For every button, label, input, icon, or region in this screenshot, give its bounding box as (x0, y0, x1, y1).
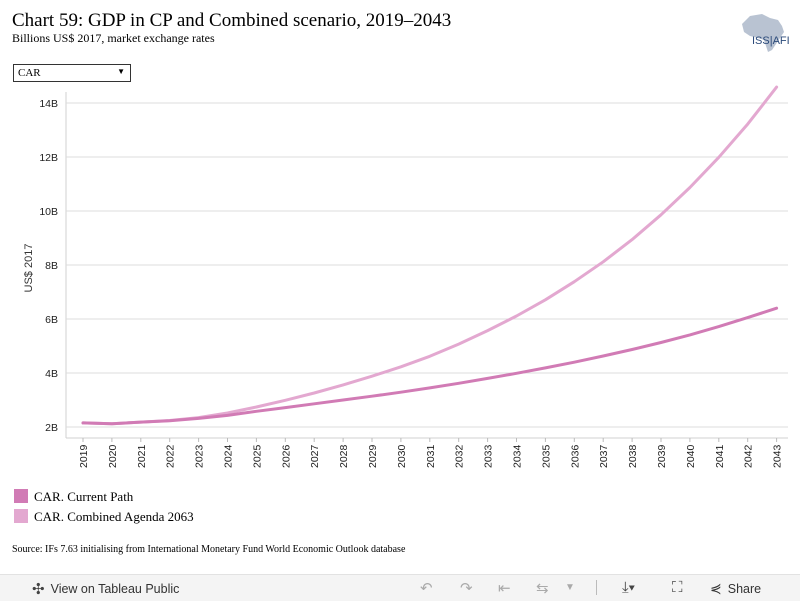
x-tick-label: 2026 (280, 444, 292, 468)
view-on-tableau-link[interactable]: ✣ View on Tableau Public (32, 580, 179, 598)
series-line-0 (81, 306, 779, 426)
y-tick-label: 12B (39, 152, 58, 164)
y-tick-label: 14B (39, 98, 58, 110)
redo-icon[interactable]: ↷ (460, 580, 473, 597)
x-tick-label: 2029 (367, 444, 379, 468)
y-tick-label: 4B (45, 368, 58, 380)
view-on-tableau-label: View on Tableau Public (50, 582, 180, 596)
share-label: Share (727, 581, 762, 596)
dropdown-value: CAR (18, 67, 41, 79)
x-tick-label: 2028 (338, 444, 350, 468)
x-tick-label: 2019 (78, 444, 90, 468)
x-tick-label: 2037 (598, 444, 610, 468)
x-tick-label: 2034 (512, 444, 524, 468)
tableau-toolbar: ✣ View on Tableau Public ↶ ↷ ⇤ ⇆ ▼ ⤓▾ ⛶ … (0, 574, 800, 601)
x-tick-label: 2021 (136, 444, 148, 468)
x-tick-label: 2025 (251, 444, 263, 468)
legend-label: CAR. Current Path (34, 489, 134, 504)
x-tick-label: 2040 (685, 444, 697, 468)
y-tick-label: 6B (45, 314, 58, 326)
legend-swatch (14, 489, 28, 503)
chart-subtitle: Billions US$ 2017, market exchange rates (12, 31, 215, 45)
chevron-down-icon: ▼ (117, 67, 125, 76)
y-tick-label: 8B (45, 260, 58, 272)
share-icon: ⋞ (710, 580, 722, 596)
logo-text: ISS|AFI (752, 35, 790, 47)
x-tick-label: 2020 (107, 444, 119, 468)
revert-icon[interactable]: ⇤ (498, 580, 511, 597)
x-tick-label: 2043 (772, 444, 784, 468)
x-tick-label: 2032 (454, 444, 466, 468)
x-tick-label: 2023 (194, 444, 206, 468)
x-tick-label: 2027 (309, 444, 321, 468)
iss-africa-logo: ISS|AFI (736, 12, 800, 54)
x-tick-label: 2035 (540, 444, 552, 468)
fullscreen-icon[interactable]: ⛶ (672, 579, 683, 596)
legend-label: CAR. Combined Agenda 2063 (34, 509, 194, 524)
x-tick-label: 2022 (165, 444, 177, 468)
download-icon[interactable]: ⤓▾ (622, 579, 635, 596)
x-tick-label: 2033 (483, 444, 495, 468)
country-dropdown[interactable]: CAR ▼ (13, 64, 131, 82)
tableau-logo-icon: ✣ (32, 581, 45, 598)
x-tick-label: 2036 (569, 444, 581, 468)
chart-title: Chart 59: GDP in CP and Combined scenari… (12, 10, 452, 31)
undo-icon[interactable]: ↶ (420, 580, 433, 597)
source-note: Source: IFs 7.63 initialising from Inter… (12, 544, 406, 555)
x-tick-label: 2030 (396, 444, 408, 468)
x-tick-label: 2041 (714, 444, 726, 468)
africa-map-icon (742, 14, 784, 52)
legend-swatch (14, 509, 28, 523)
line-chart: US$ 2017 2B 4B 6B 8B 10B 12B 14B 2019 2020 2021 20… (23, 85, 788, 468)
x-tick-label: 2039 (656, 444, 668, 468)
x-tick-label: 2024 (223, 444, 235, 468)
y-tick-label: 2B (45, 422, 58, 434)
refresh-icon[interactable]: ⇆ (536, 580, 549, 597)
x-tick-label: 2042 (743, 444, 755, 468)
x-tick-label: 2038 (627, 444, 639, 468)
toolbar-divider (596, 580, 597, 595)
y-axis-label: US$ 2017 (23, 244, 35, 293)
y-tick-label: 10B (39, 206, 58, 218)
x-tick-label: 2031 (425, 444, 437, 468)
share-button[interactable]: ⋞ Share (710, 580, 761, 597)
chevron-down-icon[interactable]: ▼ (565, 582, 575, 593)
